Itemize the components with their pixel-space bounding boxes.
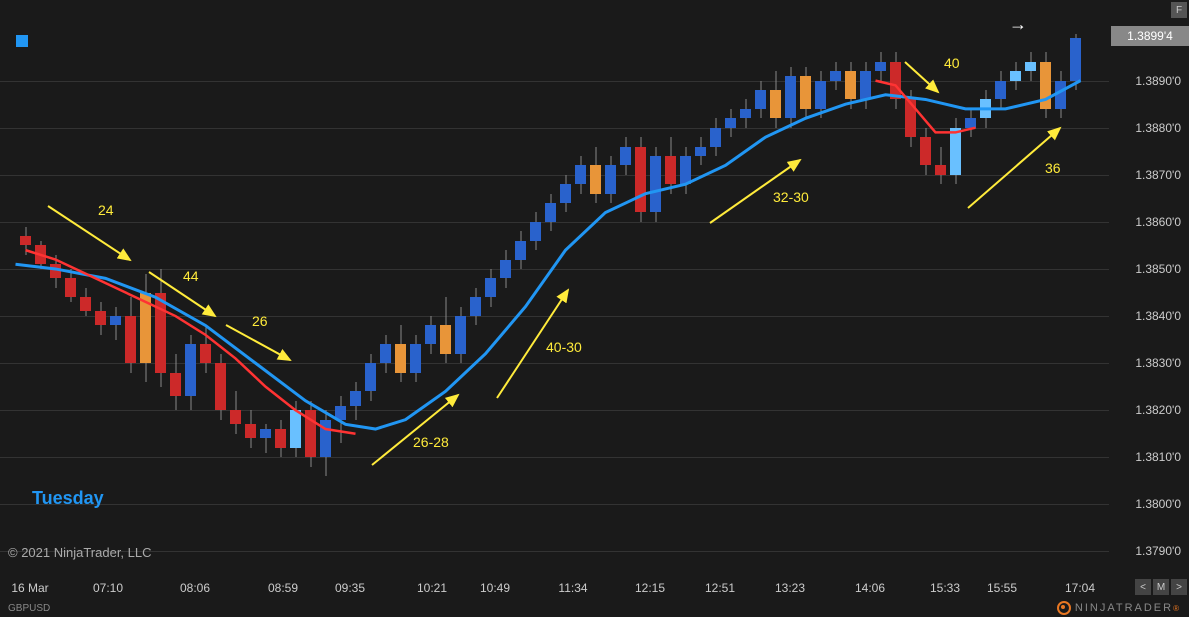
annotation-label: 32-30	[773, 189, 809, 205]
x-axis-label: 12:51	[705, 581, 735, 595]
x-axis-label: 13:23	[775, 581, 805, 595]
x-axis: 16 Mar 07:10 08:06 08:59 09:35 10:21 10:49 11:3…	[0, 575, 1109, 595]
annotation-label: 26	[252, 313, 268, 329]
x-axis-label: 17:04	[1065, 581, 1095, 595]
f-badge[interactable]: F	[1171, 2, 1187, 18]
x-axis-label: 11:34	[558, 581, 587, 595]
y-axis-label: 1.3870'0	[1135, 168, 1181, 182]
y-axis-label: 1.3880'0	[1135, 121, 1181, 135]
annotation-label: 44	[183, 268, 199, 284]
annotation-label: 40	[944, 55, 960, 71]
x-axis-label: 10:21	[417, 581, 447, 595]
nav-right-button[interactable]: >	[1171, 579, 1187, 595]
bottom-nav: < M >	[1135, 579, 1187, 595]
moving-averages	[0, 0, 1109, 580]
footer: GBPUSD NINJATRADER ®	[0, 599, 1189, 617]
nav-left-button[interactable]: <	[1135, 579, 1151, 595]
x-axis-label: 08:06	[180, 581, 210, 595]
x-axis-label: 15:55	[987, 581, 1017, 595]
x-axis-label: 09:35	[335, 581, 365, 595]
annotation-label: 24	[98, 202, 114, 218]
y-axis-label: 1.3850'0	[1135, 262, 1181, 276]
position-marker	[16, 35, 28, 47]
x-axis-label: 08:59	[268, 581, 298, 595]
x-axis-label: 16 Mar	[11, 581, 48, 595]
x-axis-label: 10:49	[480, 581, 510, 595]
x-axis-label: 07:10	[93, 581, 123, 595]
scroll-right-icon[interactable]: →	[1009, 14, 1027, 35]
ninjatrader-logo-icon	[1057, 601, 1071, 615]
annotation-arrows	[0, 0, 1109, 580]
chart-container: 24 44 26 26-28 40-30 32-30 40 36 Tuesday © 2021…	[0, 0, 1189, 617]
y-axis-label: 1.3890'0	[1135, 74, 1181, 88]
y-axis-label: 1.3810'0	[1135, 450, 1181, 464]
y-axis-label: 1.3830'0	[1135, 356, 1181, 370]
current-price-label: 1.3899'4	[1111, 26, 1189, 46]
y-axis-label: 1.3860'0	[1135, 215, 1181, 229]
y-axis: F 1.3899'4 1.3890'0 1.3880'0 1.3870'0 1.386…	[1109, 0, 1189, 580]
x-axis-label: 12:15	[635, 581, 665, 595]
y-axis-label: 1.3820'0	[1135, 403, 1181, 417]
y-axis-label: 1.3840'0	[1135, 309, 1181, 323]
x-axis-label: 15:33	[930, 581, 960, 595]
annotation-label: 36	[1045, 160, 1061, 176]
annotation-label: 40-30	[546, 339, 582, 355]
annotation-label: 26-28	[413, 434, 449, 450]
nav-mid-button[interactable]: M	[1153, 579, 1169, 595]
copyright: © 2021 NinjaTrader, LLC	[8, 545, 152, 560]
y-axis-label: 1.3800'0	[1135, 497, 1181, 511]
instrument-label: GBPUSD	[8, 603, 50, 614]
y-axis-label: 1.3790'0	[1135, 544, 1181, 558]
plot-area[interactable]: 24 44 26 26-28 40-30 32-30 40 36 Tuesday © 2021…	[0, 0, 1109, 580]
brand-label: NINJATRADER ®	[1057, 601, 1181, 615]
day-label: Tuesday	[32, 488, 104, 509]
x-axis-label: 14:06	[855, 581, 885, 595]
